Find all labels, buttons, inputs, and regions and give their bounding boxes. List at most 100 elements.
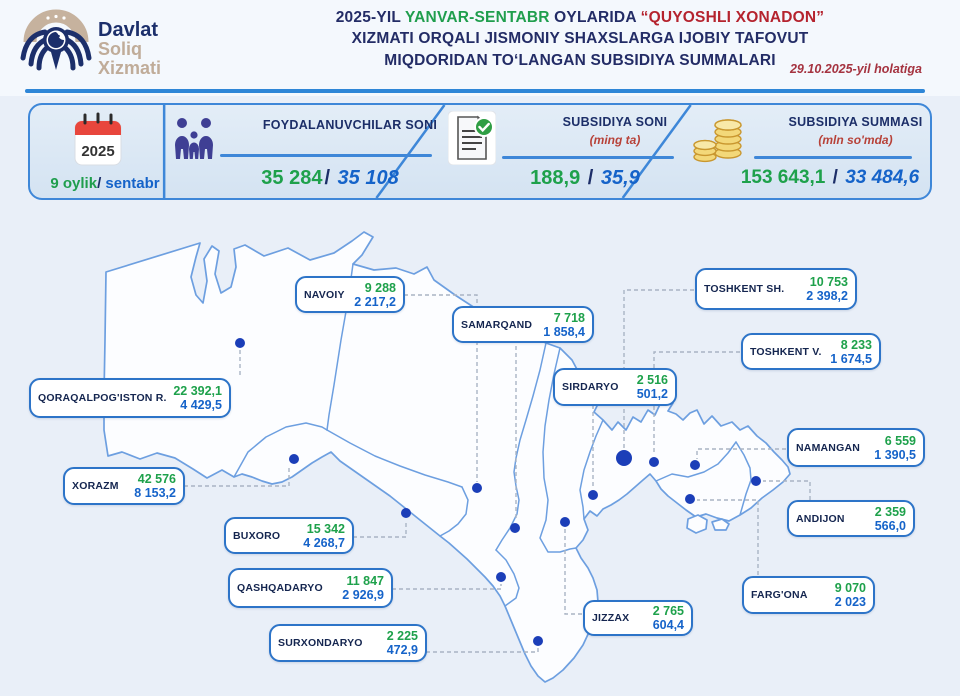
sum-slash: /	[827, 167, 844, 188]
card-count-subtitle: (ming ta)	[589, 133, 641, 147]
region-value-blue: 566,0	[874, 518, 906, 533]
region-value-green: 42 576	[137, 472, 176, 486]
region-label-fargona: FARG'ONA 9 070 2 023	[742, 576, 875, 614]
dot-jizzax	[560, 517, 570, 527]
period-label: 9 oylik/ sentabr	[30, 175, 180, 192]
logo-line-3: Xizmati	[98, 57, 162, 78]
border-xorazm-north	[233, 422, 328, 478]
region-value-blue: 472,9	[386, 643, 418, 657]
region-name: BUXORO	[233, 529, 281, 542]
region-value-blue: 4 268,7	[303, 535, 345, 550]
region-label-xorazm: XORAZM 42 576 8 153,2	[63, 467, 185, 505]
region-name: FARG'ONA	[751, 589, 808, 601]
header: Davlat Soliq Xizmati 2025-YIL YANVAR-SEN…	[0, 0, 960, 96]
region-value-blue: 2 926,9	[342, 588, 384, 602]
header-divider	[25, 89, 925, 93]
region-value-green: 7 718	[553, 310, 585, 325]
logo-line-1: Davlat	[98, 19, 159, 41]
exclave-1	[686, 514, 708, 534]
calendar-icon: 2025	[74, 112, 122, 166]
period-green: 9 oylik	[50, 175, 98, 192]
title-oylarida: OYLARIDA	[554, 9, 637, 26]
region-value-blue: 1 674,5	[830, 351, 872, 366]
document-check-icon	[448, 111, 496, 165]
region-value-green: 2 359	[874, 504, 906, 519]
region-value-green: 11 847	[346, 574, 384, 588]
region-value-green: 10 753	[809, 275, 848, 289]
region-label-surxondaryo: SURXONDARYO 2 225 472,9	[269, 624, 427, 662]
region-value-blue: 8 153,2	[134, 486, 176, 500]
exclave-2	[711, 518, 730, 531]
card-users-values: 35 284/ 35 108	[210, 167, 450, 190]
family-icon	[175, 118, 213, 159]
border-namangan-fargona	[655, 441, 737, 482]
users-value-green: 35 284	[261, 167, 323, 189]
region-value-blue: 1 390,5	[874, 447, 916, 462]
users-slash: /	[324, 167, 330, 189]
card-sum-subtitle: (mln so'mda)	[818, 133, 893, 147]
region-label-toshkent-sh: TOSHKENT SH. 10 753 2 398,2	[695, 268, 857, 310]
connector-qashqadaryo	[392, 584, 502, 590]
region-label-jizzax: JIZZAX 2 765 604,4	[583, 600, 693, 636]
region-label-samarqand: SAMARQAND 7 718 1 858,4	[452, 306, 594, 343]
region-label-qashqadaryo: QASHQADARYO 11 847 2 926,9	[228, 568, 393, 608]
region-name: QORAQALPOG'ISTON R.	[38, 392, 167, 404]
sum-value-green: 153 643,1	[740, 167, 826, 188]
dot-samarqand	[510, 523, 520, 533]
dot-namangan	[690, 460, 700, 470]
connector-andijon	[763, 480, 811, 500]
period-slash: /	[97, 175, 102, 192]
region-value-green: 22 392,1	[173, 384, 222, 398]
region-value-green: 6 559	[884, 433, 916, 448]
card-sum-values: 153 643,1 / 33 484,6	[720, 167, 940, 189]
border-jizzax-sirdaryo	[579, 419, 604, 520]
card-users-title: FOYDALANUVCHILAR SONI	[262, 118, 438, 132]
border-buxoro-qashqadaryo	[439, 486, 469, 537]
region-value-green: 2 765	[652, 604, 684, 618]
card-count-underline	[502, 156, 674, 159]
dot-andijon	[751, 476, 761, 486]
border-qashqadaryo-surxondaryo	[495, 549, 520, 607]
card-users-underline	[220, 154, 432, 157]
calendar-year: 2025	[81, 143, 114, 160]
coins-icon	[693, 119, 742, 163]
region-value-blue: 4 429,5	[180, 398, 222, 412]
region-value-blue: 1 858,4	[543, 324, 585, 339]
region-value-blue: 604,4	[652, 618, 684, 632]
region-label-navoiy: NAVOIY 9 288 2 217,2	[295, 276, 405, 313]
stats-bar: 2025 9 oylik/ sentabr FOYDALANUVCHILAR S…	[28, 103, 932, 200]
region-label-sirdaryo: SIRDARYO 2 516 501,2	[553, 368, 677, 406]
connector-jizzax	[564, 529, 582, 615]
region-value-green: 2 225	[386, 629, 418, 643]
title-year: 2025-YIL	[335, 9, 401, 26]
period-blue: sentabr	[101, 175, 160, 192]
card-count-title: SUBSIDIYA SONI	[562, 115, 668, 129]
region-value-blue: 2 398,2	[806, 289, 848, 303]
count-value-blue: 35,9	[600, 167, 640, 189]
stats-separators	[162, 105, 692, 198]
region-value-green: 2 516	[636, 373, 668, 387]
region-label-namangan: NAMANGAN 6 559 1 390,5	[787, 428, 925, 467]
dot-toshkent-city	[616, 450, 632, 466]
region-name: SIRDARYO	[562, 381, 619, 393]
count-value-green: 188,9	[530, 167, 581, 189]
connector-navoiy	[404, 294, 478, 482]
region-value-blue: 2 023	[834, 595, 866, 609]
region-label-buxoro: BUXORO 15 342 4 268,7	[224, 517, 354, 554]
card-count-values: 188,9 / 35,9	[470, 167, 700, 190]
region-label-toshkent-v: TOSHKENT V. 8 233 1 674,5	[741, 333, 881, 370]
connector-surxondaryo	[426, 648, 539, 653]
card-sum-title: SUBSIDIYA SUMMASI	[788, 115, 923, 129]
dot-navoiy	[472, 483, 482, 493]
country-outline	[103, 231, 791, 683]
region-name: XORAZM	[72, 480, 119, 492]
region-value-green: 8 233	[840, 337, 872, 352]
as-of-date: 29.10.2025-yil holatiga	[789, 62, 922, 76]
logo-line-2: Soliq	[98, 39, 142, 60]
region-label-andijon: ANDIJON 2 359 566,0	[787, 500, 915, 537]
region-value-blue: 2 217,2	[354, 294, 396, 309]
dot-qashqadaryo	[496, 572, 506, 582]
sum-value-blue: 33 484,6	[845, 167, 920, 188]
connector-xorazm	[184, 465, 290, 487]
title-line-1: 2025-YIL YANVAR-SENTABR OYLARIDA “QUYOSH…	[235, 7, 925, 28]
